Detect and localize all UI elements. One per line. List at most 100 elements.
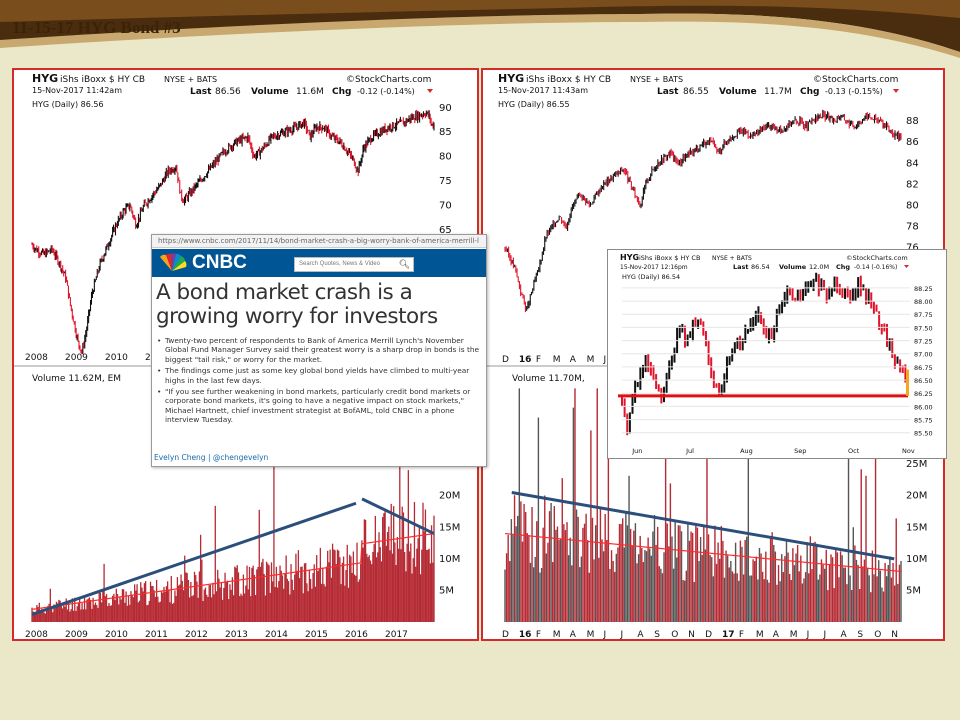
banner-gold-stripe — [0, 13, 960, 58]
x-tick-label: S — [857, 630, 863, 639]
y-tick-label: 85.50 — [914, 430, 933, 438]
x-tick-label: O — [874, 630, 881, 639]
inset-chart-panel: HYG iShs iBoxx $ HY CB NYSE + BATS ©Stoc… — [607, 249, 947, 459]
inset-chg: -0.14 (-0.16%) — [854, 264, 897, 271]
inset-chg-label: Chg — [836, 263, 850, 271]
y-tick-label: 87.75 — [914, 311, 933, 319]
last-price-marker — [906, 369, 909, 396]
inset-legend: HYG (Daily) 86.54 — [622, 273, 680, 281]
x-tick-label: Nov — [902, 447, 915, 455]
x-tick-label: A — [570, 630, 577, 639]
y-tick-label: 85 — [439, 127, 452, 138]
volume-trendline — [361, 497, 435, 535]
y-tick-label: 15M — [439, 522, 460, 533]
left-exchange: NYSE + BATS — [164, 75, 217, 84]
article-url: https://www.cnbc.com/2017/11/14/bond-mar… — [152, 235, 486, 248]
left-last-label: Last — [190, 87, 212, 97]
x-tick-label: M — [587, 630, 595, 639]
left-volume-series — [31, 439, 435, 622]
inset-volume-label: Volume — [779, 263, 807, 271]
y-tick-label: 10M — [439, 554, 460, 565]
x-tick-label: N — [688, 630, 695, 639]
article-bullet: "If you see further weakening in bond ma… — [156, 387, 484, 425]
search-icon[interactable]: 🔍︎ — [398, 259, 410, 269]
y-tick-label: 10M — [906, 554, 927, 565]
x-tick-label: 2010 — [105, 353, 128, 363]
x-tick-label: A — [570, 355, 577, 365]
x-tick-label: J — [619, 630, 623, 639]
volume-trendline — [511, 491, 895, 561]
volume-trendline — [31, 501, 357, 616]
right-symbol: HYG — [498, 72, 524, 85]
inset-chart-svg: HYG iShs iBoxx $ HY CB NYSE + BATS ©Stoc… — [608, 250, 946, 458]
right-volume-label: Volume — [719, 87, 757, 97]
x-tick-label: F — [536, 630, 541, 639]
y-tick-label: 78 — [906, 222, 919, 233]
inset-volume: 12.0M — [809, 263, 829, 271]
right-last-label: Last — [657, 87, 679, 97]
inset-name: iShs iBoxx $ HY CB — [639, 254, 700, 262]
banner-mid-band — [0, 0, 960, 22]
article-bullets: Twenty-two percent of respondents to Ban… — [156, 336, 484, 427]
left-volume-legend: Volume 11.62M, EM — [32, 374, 121, 384]
y-tick-label: 70 — [439, 200, 452, 211]
y-tick-label: 25M — [906, 459, 927, 470]
left-last: 86.56 — [215, 87, 241, 97]
article-byline[interactable]: Evelyn Cheng | @chengevelyn — [154, 453, 269, 462]
x-tick-label: A — [637, 630, 644, 639]
x-tick-label: M — [553, 355, 561, 365]
x-tick-label: 2010 — [105, 630, 128, 639]
y-tick-label: 65 — [439, 225, 452, 236]
x-tick-label: Aug — [740, 447, 753, 455]
x-tick-label: 2013 — [225, 630, 248, 639]
left-chg-down-icon — [427, 89, 433, 93]
cnbc-header-bar: CNBC Search Quotes, News & Video 🔍︎ — [152, 249, 486, 277]
inset-source: ©StockCharts.com — [846, 254, 908, 262]
y-tick-label: 90 — [439, 103, 452, 114]
peacock-icon — [160, 253, 187, 271]
x-tick-label: Jun — [631, 447, 642, 455]
x-tick-label: 16 — [519, 355, 532, 365]
x-tick-label: 2016 — [345, 630, 368, 639]
left-legend: HYG (Daily) 86.56 — [32, 100, 104, 109]
x-tick-label: 2009 — [65, 353, 88, 363]
right-chg: -0.13 (-0.15%) — [825, 87, 883, 96]
y-tick-label: 82 — [906, 179, 919, 190]
right-volume-legend: Volume 11.70M, — [512, 374, 585, 384]
y-tick-label: 20M — [439, 491, 460, 502]
y-tick-label: 84 — [906, 158, 919, 169]
inset-exchange: NYSE + BATS — [712, 255, 752, 262]
y-tick-label: 80 — [906, 200, 919, 211]
cnbc-logo-text: CNBC — [192, 252, 247, 273]
y-tick-label: 86.75 — [914, 364, 933, 372]
y-tick-label: 88 — [906, 116, 919, 127]
x-tick-label: J — [603, 355, 607, 365]
cnbc-article-screenshot: https://www.cnbc.com/2017/11/14/bond-mar… — [151, 234, 487, 467]
x-tick-label: N — [891, 630, 898, 639]
right-price-series — [504, 109, 902, 313]
left-chg: -0.12 (-0.14%) — [357, 87, 415, 96]
right-volume: 11.7M — [764, 87, 792, 97]
y-tick-label: 75 — [439, 176, 452, 187]
x-tick-label: M — [553, 630, 561, 639]
x-tick-label: 2009 — [65, 630, 88, 639]
volume-moving-average — [31, 532, 435, 610]
article-headline[interactable]: A bond market crash is a growing worry f… — [156, 280, 438, 329]
x-tick-label: 2017 — [385, 630, 408, 639]
search-placeholder: Search Quotes, News & Video — [299, 261, 380, 267]
x-tick-label: 16 — [519, 630, 532, 639]
x-tick-label: Oct — [848, 447, 860, 455]
y-tick-label: 88.00 — [914, 298, 933, 306]
y-tick-label: 76 — [906, 243, 919, 254]
right-date: 15-Nov-2017 11:43am — [498, 86, 588, 95]
left-price-series — [31, 109, 435, 355]
inset-last: 86.54 — [751, 263, 770, 271]
y-tick-label: 86.00 — [914, 403, 933, 411]
x-tick-label: A — [840, 630, 847, 639]
x-tick-label: J — [806, 630, 810, 639]
inset-date: 15-Nov-2017 12:16pm — [620, 264, 688, 271]
x-tick-label: 2012 — [185, 630, 208, 639]
x-tick-label: 17 — [722, 630, 735, 639]
cnbc-search-input[interactable]: Search Quotes, News & Video 🔍︎ — [294, 257, 414, 272]
right-volume-series — [504, 388, 902, 622]
